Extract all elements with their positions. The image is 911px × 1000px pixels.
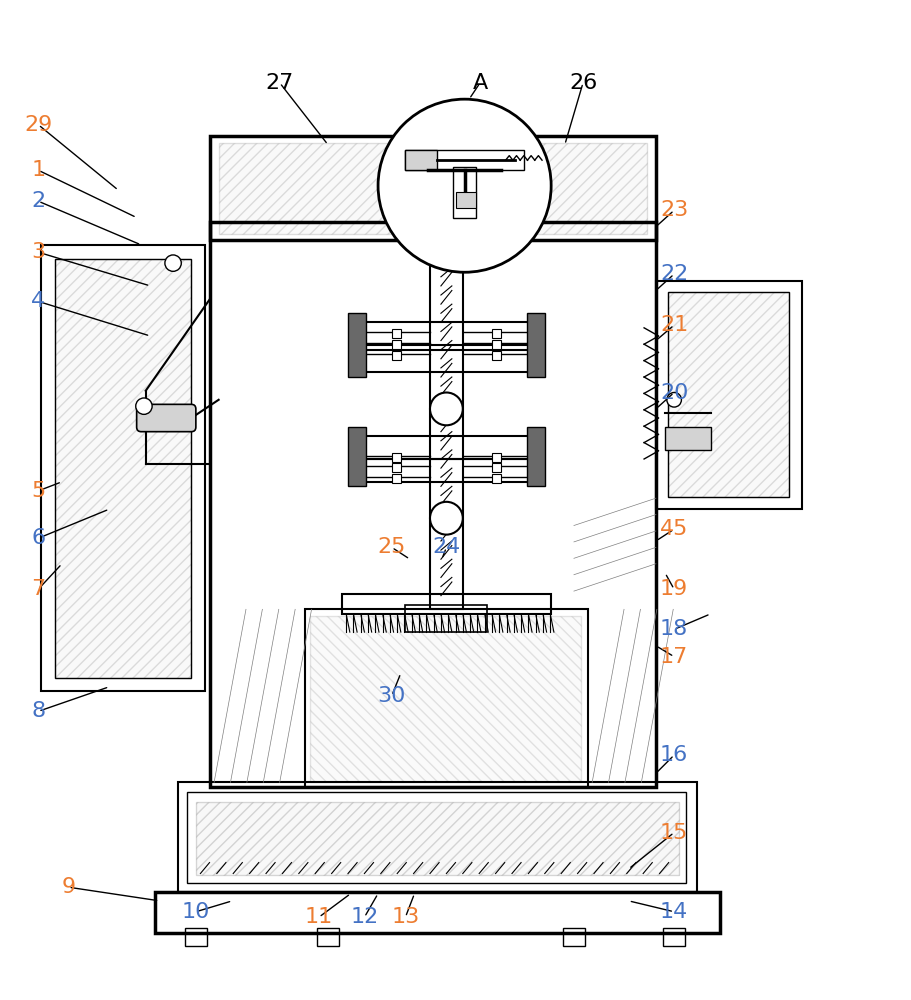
Bar: [41, 245, 205, 691]
Bar: [492, 463, 501, 472]
Circle shape: [430, 393, 463, 425]
Bar: [210, 136, 656, 240]
Circle shape: [378, 99, 551, 272]
Bar: [492, 340, 501, 349]
Circle shape: [430, 502, 463, 535]
Text: 6: 6: [31, 528, 46, 548]
Text: A: A: [473, 73, 487, 93]
Circle shape: [136, 398, 152, 414]
Bar: [405, 150, 437, 170]
Bar: [348, 313, 366, 377]
Bar: [210, 222, 656, 787]
Bar: [492, 453, 501, 462]
Bar: [430, 227, 463, 609]
Bar: [392, 351, 401, 360]
Bar: [656, 281, 802, 509]
Text: 21: 21: [660, 315, 689, 335]
Text: 17: 17: [660, 647, 689, 667]
Text: 1: 1: [31, 160, 46, 180]
Text: 15: 15: [660, 823, 689, 843]
Bar: [392, 453, 401, 462]
Text: 2: 2: [31, 191, 46, 211]
Bar: [665, 427, 711, 450]
Bar: [668, 292, 789, 497]
Bar: [342, 594, 551, 614]
Text: 45: 45: [660, 519, 689, 539]
Text: 24: 24: [432, 537, 461, 557]
Text: 25: 25: [377, 537, 406, 557]
Text: 19: 19: [660, 579, 689, 599]
Bar: [187, 792, 686, 883]
Text: 23: 23: [660, 200, 689, 220]
Text: 11: 11: [304, 907, 333, 927]
Bar: [453, 167, 476, 218]
Text: 29: 29: [24, 115, 53, 135]
Bar: [305, 609, 588, 787]
Circle shape: [667, 393, 681, 407]
Bar: [55, 259, 191, 678]
Bar: [527, 313, 545, 377]
Bar: [392, 340, 401, 349]
Text: 10: 10: [181, 902, 210, 922]
Text: 8: 8: [31, 701, 46, 721]
Bar: [405, 150, 524, 170]
Bar: [392, 463, 401, 472]
Text: 16: 16: [660, 745, 689, 765]
Text: 7: 7: [31, 579, 46, 599]
Text: 18: 18: [660, 619, 689, 639]
Text: 9: 9: [61, 877, 76, 897]
Bar: [219, 143, 647, 234]
Bar: [317, 928, 339, 946]
Text: 20: 20: [660, 383, 689, 403]
Text: 5: 5: [31, 481, 46, 501]
Text: 14: 14: [660, 902, 689, 922]
Bar: [360, 322, 533, 350]
Bar: [196, 802, 679, 875]
Bar: [185, 928, 207, 946]
Bar: [392, 329, 401, 338]
Text: 12: 12: [350, 907, 379, 927]
Bar: [360, 459, 533, 482]
Bar: [360, 345, 533, 372]
Bar: [492, 474, 501, 483]
Bar: [527, 427, 545, 486]
Text: 3: 3: [31, 242, 46, 262]
Text: 26: 26: [568, 73, 598, 93]
Bar: [310, 616, 581, 782]
Bar: [348, 427, 366, 486]
Bar: [563, 928, 585, 946]
Bar: [663, 928, 685, 946]
FancyBboxPatch shape: [137, 404, 196, 432]
Bar: [668, 292, 789, 497]
Bar: [178, 782, 697, 892]
Bar: [155, 892, 720, 933]
Bar: [492, 351, 501, 360]
Bar: [360, 436, 533, 459]
Text: 13: 13: [391, 907, 420, 927]
Text: 22: 22: [660, 264, 689, 284]
Bar: [405, 605, 487, 632]
Bar: [55, 259, 191, 678]
Bar: [456, 192, 476, 208]
Bar: [492, 329, 501, 338]
Text: 27: 27: [265, 73, 294, 93]
Text: 30: 30: [377, 686, 406, 706]
Bar: [392, 474, 401, 483]
Circle shape: [165, 255, 181, 271]
Text: 4: 4: [31, 291, 46, 311]
